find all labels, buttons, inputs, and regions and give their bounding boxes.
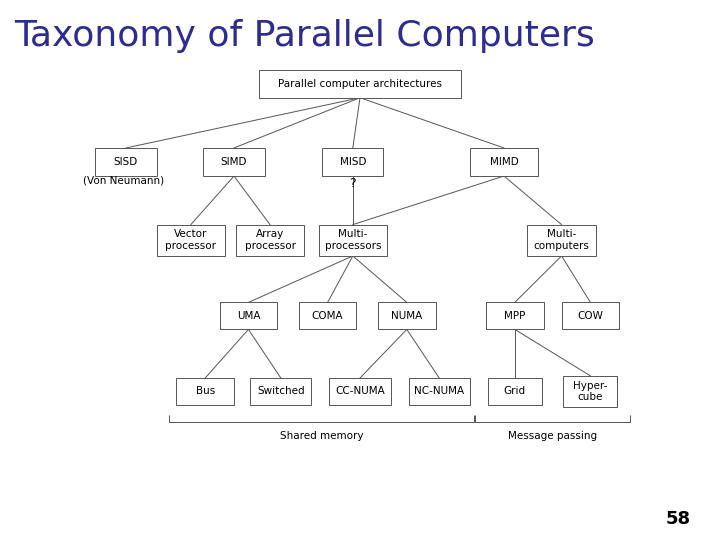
FancyBboxPatch shape [330, 378, 390, 405]
FancyBboxPatch shape [176, 378, 234, 405]
FancyBboxPatch shape [527, 225, 596, 256]
Text: ?: ? [349, 177, 356, 190]
Text: COW: COW [577, 311, 603, 321]
Text: COMA: COMA [312, 311, 343, 321]
FancyBboxPatch shape [220, 302, 277, 329]
FancyBboxPatch shape [486, 302, 544, 329]
Text: Taxonomy of Parallel Computers: Taxonomy of Parallel Computers [14, 19, 595, 53]
Text: UMA: UMA [237, 311, 260, 321]
FancyBboxPatch shape [323, 148, 383, 176]
Text: 58: 58 [666, 510, 691, 528]
Text: NUMA: NUMA [391, 311, 423, 321]
FancyBboxPatch shape [409, 378, 469, 405]
Text: Bus: Bus [196, 387, 215, 396]
FancyBboxPatch shape [204, 148, 265, 176]
Text: Array
processor: Array processor [245, 230, 295, 251]
FancyBboxPatch shape [259, 70, 461, 98]
FancyBboxPatch shape [378, 302, 436, 329]
FancyBboxPatch shape [95, 148, 156, 176]
Text: Message passing: Message passing [508, 431, 597, 441]
FancyBboxPatch shape [562, 302, 619, 329]
Text: MIMD: MIMD [490, 157, 518, 167]
Text: CC-NUMA: CC-NUMA [335, 387, 385, 396]
Text: Vector
processor: Vector processor [166, 230, 216, 251]
Text: Grid: Grid [504, 387, 526, 396]
FancyBboxPatch shape [251, 378, 312, 405]
FancyBboxPatch shape [563, 376, 618, 407]
FancyBboxPatch shape [299, 302, 356, 329]
FancyBboxPatch shape [469, 148, 538, 176]
Text: Multi-
computers: Multi- computers [534, 230, 590, 251]
Text: Shared memory: Shared memory [280, 431, 363, 441]
FancyBboxPatch shape [236, 225, 304, 256]
FancyBboxPatch shape [319, 225, 387, 256]
Text: SISD: SISD [114, 157, 138, 167]
Text: (Von Neumann): (Von Neumann) [83, 176, 164, 186]
FancyBboxPatch shape [488, 378, 541, 405]
FancyBboxPatch shape [157, 225, 225, 256]
Text: SIMD: SIMD [221, 157, 247, 167]
Text: MPP: MPP [504, 311, 526, 321]
Text: Switched: Switched [257, 387, 305, 396]
Text: MISD: MISD [340, 157, 366, 167]
Text: Hyper-
cube: Hyper- cube [573, 381, 608, 402]
Text: Multi-
processors: Multi- processors [325, 230, 381, 251]
Text: Parallel computer architectures: Parallel computer architectures [278, 79, 442, 89]
Text: NC-NUMA: NC-NUMA [414, 387, 464, 396]
